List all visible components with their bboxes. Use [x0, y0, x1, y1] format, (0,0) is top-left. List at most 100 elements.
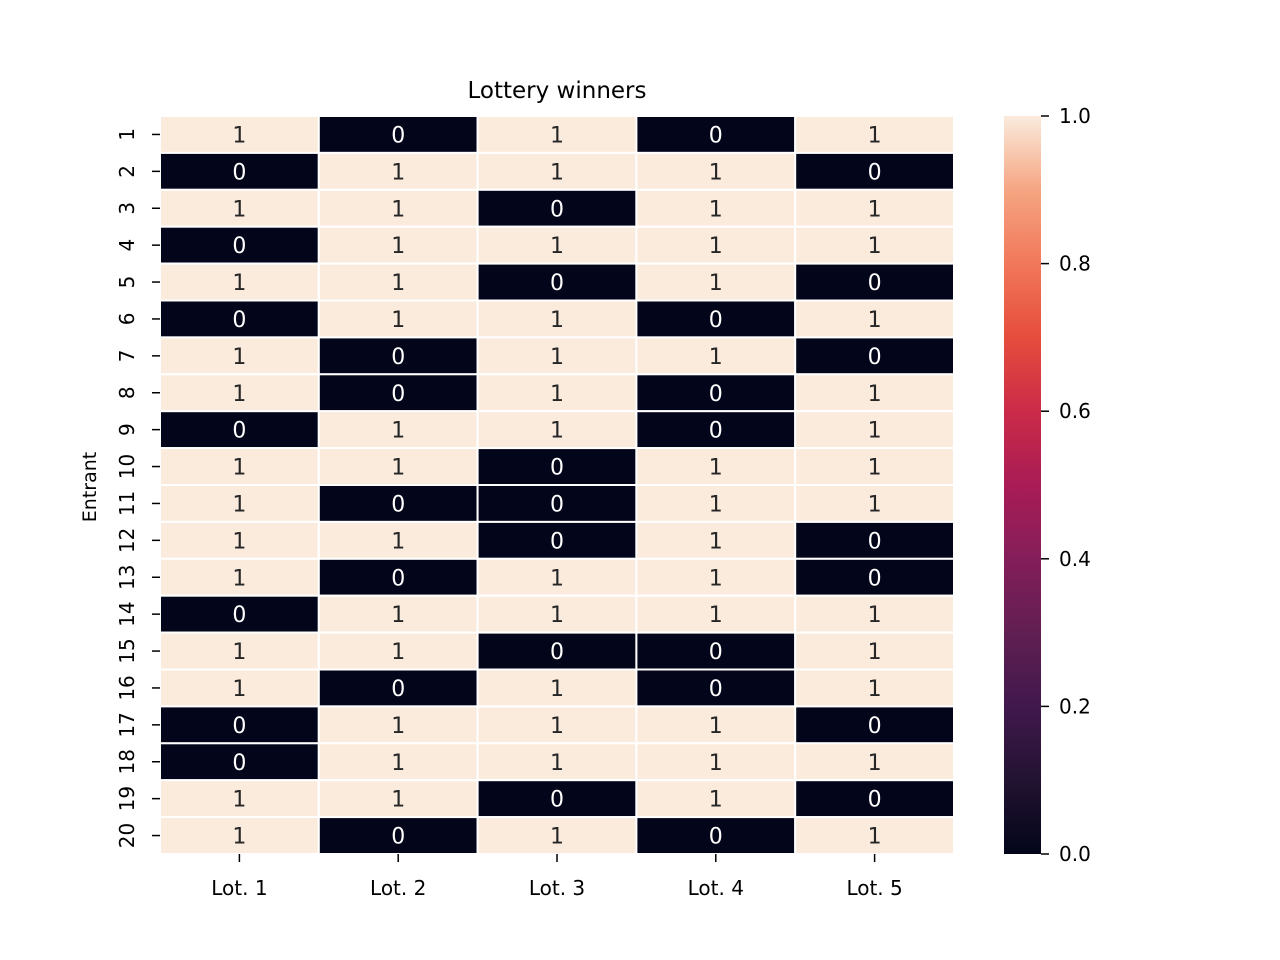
heatmap-cell	[794, 557, 956, 597]
colorbar	[1004, 116, 1041, 854]
cell-value-label: 0	[232, 234, 246, 259]
cell-value-label: 1	[232, 271, 246, 296]
heatmap-cell	[476, 594, 638, 634]
heatmap-cell	[476, 631, 638, 671]
cell-value-label: 0	[868, 788, 882, 813]
heatmap-cell	[635, 484, 797, 523]
cell-value-label: 1	[550, 345, 564, 370]
heatmap-cell	[159, 594, 320, 634]
heatmap-cell	[635, 742, 797, 782]
heatmap-cell	[317, 373, 479, 413]
cell-value-label: 1	[868, 308, 882, 333]
heatmap-cell	[476, 668, 638, 708]
cell-value-label: 1	[709, 529, 723, 554]
cell-value-label: 0	[868, 714, 882, 739]
heatmap-cell	[635, 188, 797, 228]
cell-value-label: 1	[391, 529, 405, 554]
heatmap-cell	[159, 373, 320, 413]
cell-value-label: 0	[550, 529, 564, 554]
heatmap-cell	[159, 447, 320, 487]
cell-value-label: 1	[868, 456, 882, 481]
colorbar-tick-label: 0.6	[1059, 399, 1091, 423]
cell-value-label: 1	[868, 677, 882, 702]
heatmap-cell	[794, 225, 956, 265]
y-tick-label: 14	[115, 601, 139, 626]
colorbar-tick-label: 0.2	[1059, 694, 1091, 718]
colorbar-tick-label: 1.0	[1059, 104, 1091, 128]
y-tick-label: 19	[115, 786, 139, 811]
cell-value-label: 1	[709, 456, 723, 481]
cell-value-label: 1	[232, 566, 246, 591]
heatmap-cell	[317, 631, 479, 671]
cell-value-label: 1	[709, 603, 723, 628]
y-tick-label: 17	[115, 712, 139, 737]
heatmap-cell	[317, 262, 479, 302]
heatmap-cell	[317, 668, 479, 708]
cell-value-label: 0	[868, 529, 882, 554]
cell-value-label: 1	[868, 419, 882, 444]
heatmap-cell	[159, 816, 320, 855]
cell-value-label: 1	[868, 197, 882, 222]
x-tick-label: Lot. 1	[211, 876, 267, 900]
cell-value-label: 1	[232, 456, 246, 481]
colorbar-axis: 0.0 0.2 0.4 0.6 0.8 1.0	[1041, 104, 1091, 866]
cell-value-label: 1	[550, 603, 564, 628]
cell-value-label: 1	[868, 825, 882, 850]
y-tick-label: 5	[115, 276, 139, 289]
heatmap-cell	[159, 520, 320, 560]
cell-value-label: 0	[232, 308, 246, 333]
heatmap-cell	[317, 447, 479, 487]
heatmap-cell	[159, 668, 320, 708]
cell-value-label: 1	[709, 714, 723, 739]
heatmap-cell	[317, 410, 479, 450]
cell-value-label: 1	[709, 566, 723, 591]
cell-value-label: 1	[550, 123, 564, 148]
cell-value-label: 0	[709, 640, 723, 665]
y-tick-label: 1	[115, 128, 139, 141]
heatmap-cell	[794, 705, 956, 745]
y-tick-label: 16	[115, 675, 139, 700]
cell-value-label: 0	[232, 751, 246, 776]
cell-value-label: 1	[868, 123, 882, 148]
cell-value-label: 1	[709, 160, 723, 185]
cell-value-label: 0	[391, 345, 405, 370]
y-tick-label: 9	[115, 423, 139, 436]
y-tick-label: 8	[115, 386, 139, 399]
y-tick-label: 11	[115, 491, 139, 516]
colorbar-tick-label: 0.8	[1059, 252, 1091, 276]
cell-value-label: 1	[550, 308, 564, 333]
heatmap-cell	[317, 225, 479, 265]
cell-value-label: 0	[709, 123, 723, 148]
cell-value-label: 0	[709, 825, 723, 850]
x-tick-label: Lot. 2	[370, 876, 426, 900]
cell-value-label: 1	[391, 456, 405, 481]
cell-value-label: 1	[550, 419, 564, 444]
cell-value-label: 1	[391, 419, 405, 444]
cell-value-label: 1	[709, 197, 723, 222]
y-tick-label: 6	[115, 313, 139, 326]
cell-value-label: 1	[550, 382, 564, 407]
cell-value-label: 0	[391, 382, 405, 407]
y-tick-label: 10	[115, 454, 139, 479]
cell-value-label: 1	[868, 640, 882, 665]
heatmap-cell	[794, 299, 956, 339]
cell-value-label: 1	[232, 345, 246, 370]
heatmap-cell	[794, 779, 956, 819]
cell-value-label: 0	[550, 271, 564, 296]
heatmap-cell	[476, 262, 638, 302]
y-tick-label: 2	[115, 165, 139, 178]
cell-value-label: 0	[868, 345, 882, 370]
x-tick-label: Lot. 4	[688, 876, 744, 900]
heatmap-cell	[794, 151, 956, 191]
heatmap-cell	[476, 742, 638, 782]
y-tick-label: 12	[115, 528, 139, 553]
heatmap-cell	[635, 225, 797, 265]
cell-value-label: 0	[391, 677, 405, 702]
y-tick-label: 4	[115, 239, 139, 252]
cell-value-label: 0	[232, 160, 246, 185]
heatmap-cell	[159, 336, 320, 376]
cell-value-label: 1	[232, 825, 246, 850]
cell-value-label: 1	[232, 640, 246, 665]
cell-value-label: 1	[232, 788, 246, 813]
cell-value-label: 0	[232, 714, 246, 739]
